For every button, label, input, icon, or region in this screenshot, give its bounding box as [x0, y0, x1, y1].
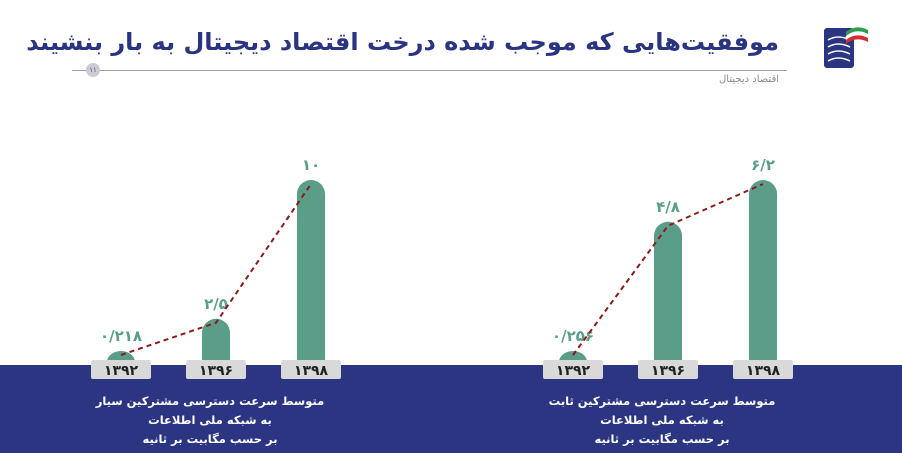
category-label: ۱۳۹۶ [651, 363, 685, 379]
page-title: موفقیت‌هایی که موجب شده درخت اقتصاد دیجی… [26, 28, 779, 56]
ministry-logo [824, 27, 869, 68]
caption-line: بر حسب مگابیت بر ثانیه [142, 432, 278, 446]
caption-line: به شبکه ملی اطلاعات [600, 413, 724, 427]
data-label: ۰/۲۵۶ [552, 327, 594, 345]
category-label: ۱۳۹۸ [294, 363, 329, 379]
data-label: ۲/۵ [204, 295, 228, 313]
footer-band [0, 365, 902, 453]
caption-line: متوسط سرعت دسترسی مشترکین سیار [95, 394, 325, 408]
caption-line: بر حسب مگابیت بر ثانیه [594, 432, 730, 446]
category-tab [281, 360, 341, 379]
caption-line: به شبکه ملی اطلاعات [148, 413, 272, 427]
category-label: ۱۳۹۶ [199, 363, 233, 379]
caption-line: متوسط سرعت دسترسی مشترکین ثابت [548, 394, 776, 408]
header-divider [72, 70, 787, 71]
data-label: ۱۰ [302, 156, 320, 174]
bar [749, 180, 777, 373]
category-label: ۱۳۹۸ [746, 363, 781, 379]
trend-line [120, 183, 312, 356]
page-number: ۱۱ [86, 63, 100, 77]
category-tab [91, 360, 151, 379]
chart-caption-fixed: متوسط سرعت دسترسی مشترکین ثابت به شبکه م… [532, 392, 792, 449]
category-tab [543, 360, 603, 379]
section-subtitle: اقتصاد دیجیتال [719, 74, 779, 85]
chart-caption-mobile: متوسط سرعت دسترسی مشترکین سیار به شبکه م… [80, 392, 340, 449]
category-label: ۱۳۹۲ [104, 363, 139, 379]
data-label: ۴/۸ [656, 198, 680, 216]
category-label: ۱۳۹۲ [556, 363, 591, 379]
bar [297, 180, 325, 373]
category-tab [638, 360, 698, 379]
data-label: ۶/۲ [751, 156, 775, 174]
bar [654, 221, 682, 373]
category-tab [186, 360, 246, 379]
category-tab [733, 360, 793, 379]
bar [202, 318, 230, 373]
trend-line [572, 183, 764, 356]
data-label: ۰/۲۱۸ [100, 327, 142, 345]
